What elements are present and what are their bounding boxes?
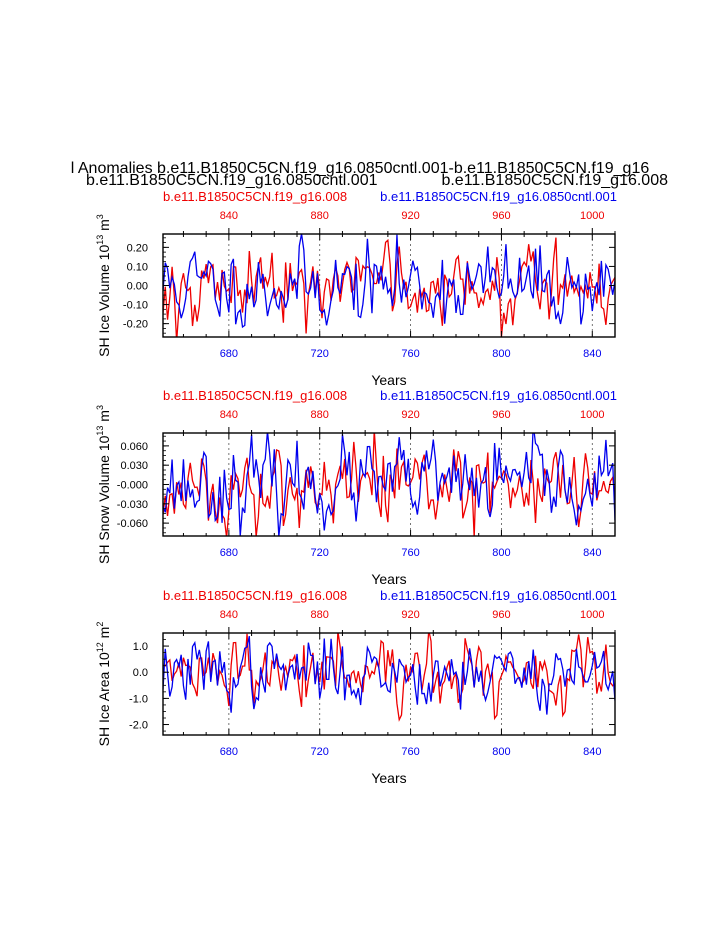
y-tick-label: -0.000 (117, 480, 148, 492)
y-tick-label: -0.060 (117, 518, 148, 530)
x-tick-label-bottom: 800 (492, 547, 510, 559)
y-axis-title: SH Snow Volume 1013 m3 (95, 405, 112, 564)
x-tick-label-top: 840 (220, 609, 238, 621)
x-axis-title: Years (371, 571, 406, 587)
y-tick-label: -0.10 (123, 300, 148, 312)
y-axis-title: SH Ice Volume 1013 m3 (95, 214, 112, 357)
y-tick-label: 1.0 (133, 641, 148, 653)
x-tick-label-top: 1000 (580, 609, 604, 621)
x-tick-label-top: 1000 (580, 409, 604, 421)
x-tick-label-top: 920 (401, 210, 419, 222)
panel-3: 680 720 760 800 840 840 880 920 960 1000 -2.0 -1.0 0… (95, 588, 617, 786)
x-tick-label-top: 840 (220, 210, 238, 222)
x-tick-label-bottom: 800 (492, 746, 510, 758)
x-tick-label-bottom: 680 (220, 547, 238, 559)
case-right-label: b.e11.B1850C5CN.f19_g16.008 (441, 172, 668, 189)
x-tick-label-bottom: 760 (401, 348, 419, 360)
top-left-label: b.e11.B1850C5CN.f19_g16.008 (163, 588, 347, 603)
series-blue-line (163, 433, 615, 536)
x-tick-label-bottom: 840 (583, 348, 601, 360)
y-tick-label: -0.030 (117, 499, 148, 511)
top-left-label: b.e11.B1850C5CN.f19_g16.008 (163, 189, 347, 204)
x-tick-label-top: 960 (492, 409, 510, 421)
x-axis-title: Years (371, 770, 406, 786)
y-tick-label: 0.10 (127, 261, 148, 273)
x-tick-label-top: 960 (492, 210, 510, 222)
x-tick-label-bottom: 720 (311, 547, 329, 559)
y-tick-label: 0.030 (120, 460, 148, 472)
top-right-label: b.e11.B1850C5CN.f19_g16.0850cntl.001 (380, 388, 617, 403)
x-tick-label-bottom: 760 (401, 547, 419, 559)
top-right-label: b.e11.B1850C5CN.f19_g16.0850cntl.001 (380, 189, 617, 204)
x-tick-label-bottom: 840 (583, 547, 601, 559)
panel-1: 680 720 760 800 840 840 880 920 960 1000 -0.20 -0.1… (95, 189, 617, 388)
y-tick-label: 0.20 (127, 242, 148, 254)
y-tick-label: 0.00 (127, 281, 148, 293)
x-tick-label-top: 920 (401, 409, 419, 421)
x-tick-label-top: 920 (401, 609, 419, 621)
top-left-label: b.e11.B1850C5CN.f19_g16.008 (163, 388, 347, 403)
y-tick-label: 0.060 (120, 441, 148, 453)
x-tick-label-top: 880 (311, 609, 329, 621)
main-title: l Anomalies b.e11.B1850C5CN.f19_g16.0850… (71, 160, 650, 177)
x-tick-label-bottom: 720 (311, 746, 329, 758)
series-blue-line (163, 234, 615, 329)
x-tick-label-bottom: 720 (311, 348, 329, 360)
case-left-label: b.e11.B1850C5CN.f19_g16.0850cntl.001 (86, 172, 378, 189)
series-red-line (163, 237, 615, 337)
x-tick-label-bottom: 680 (220, 348, 238, 360)
series-blue-line (163, 635, 615, 715)
x-tick-label-bottom: 840 (583, 746, 601, 758)
panels: 680 720 760 800 840 840 880 920 960 1000 -0.20 -0.1… (95, 189, 617, 786)
top-right-label: b.e11.B1850C5CN.f19_g16.0850cntl.001 (380, 588, 617, 603)
x-tick-label-top: 880 (311, 409, 329, 421)
y-tick-label: -0.20 (123, 319, 148, 331)
x-axis-title: Years (371, 372, 406, 388)
y-axis-title: SH Ice Area 1012 m2 (95, 622, 112, 747)
series-red-line (163, 433, 615, 536)
y-tick-label: 0.0 (133, 667, 148, 679)
x-tick-label-bottom: 800 (492, 348, 510, 360)
x-tick-label-top: 840 (220, 409, 238, 421)
y-tick-label: -2.0 (129, 720, 148, 732)
y-tick-label: -1.0 (129, 693, 148, 705)
x-tick-label-bottom: 760 (401, 746, 419, 758)
x-tick-label-bottom: 680 (220, 746, 238, 758)
panel-2: 680 720 760 800 840 840 880 920 960 1000 -0.060 -0.… (95, 388, 617, 587)
x-tick-label-top: 960 (492, 609, 510, 621)
x-tick-label-top: 880 (311, 210, 329, 222)
x-tick-label-top: 1000 (580, 210, 604, 222)
plot-frame (162, 632, 616, 736)
